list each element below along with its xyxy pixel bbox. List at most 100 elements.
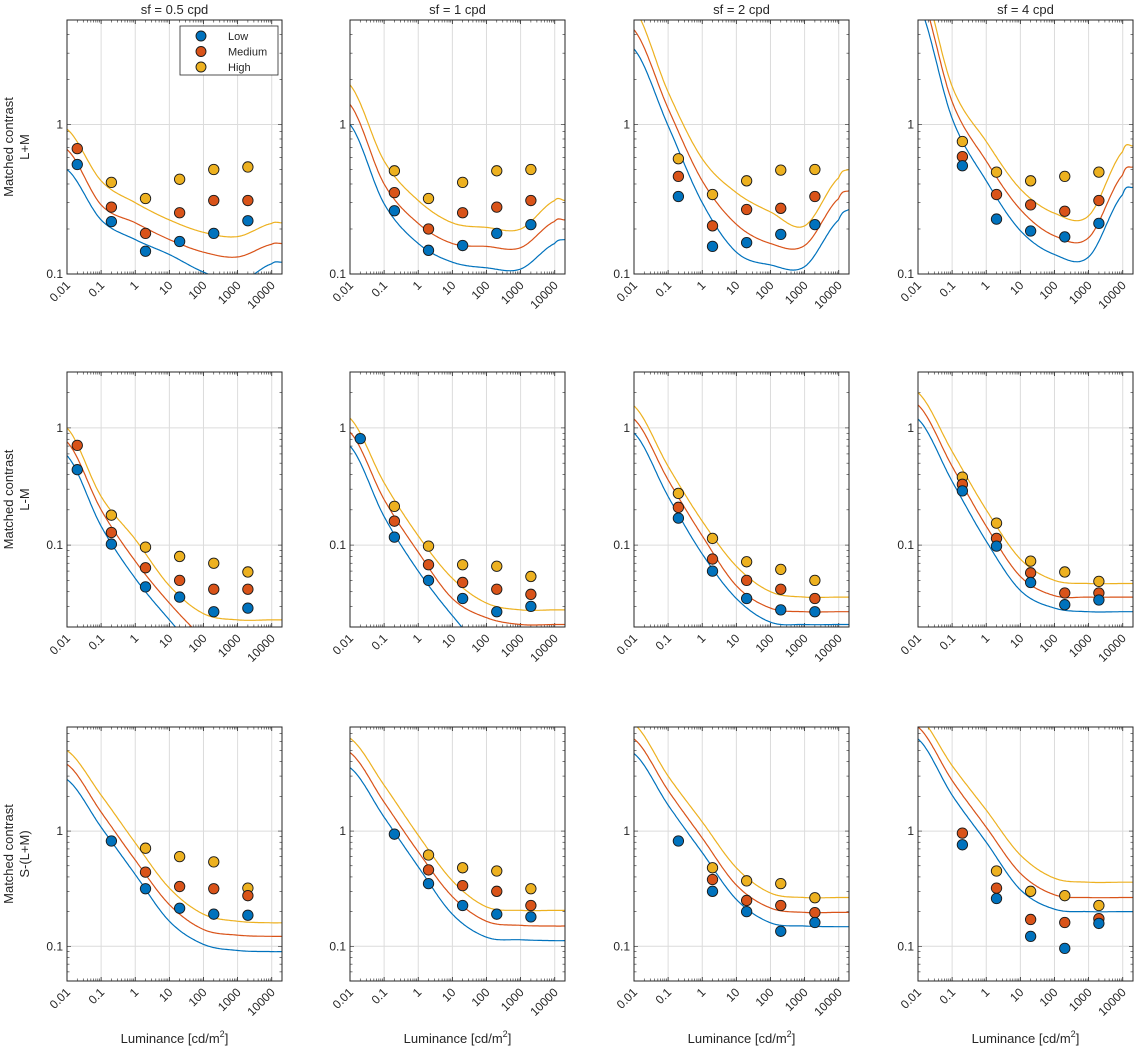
point-medium [139, 866, 152, 878]
y-axis-label-line1: Matched contrast [1, 97, 16, 197]
panel-title: sf = 0.5 cpd [141, 2, 209, 17]
point-medium [672, 170, 685, 182]
point-high [740, 175, 753, 187]
x-tick-label: 0.1 [653, 631, 675, 653]
legend-label-medium: Medium [228, 47, 267, 59]
point-high [706, 188, 719, 201]
axes-box [349, 19, 566, 275]
point-high [1024, 555, 1037, 567]
point-medium [456, 880, 469, 892]
x-tick-label: 0.1 [86, 278, 108, 300]
point-low [956, 839, 969, 851]
panel-title: sf = 1 cpd [429, 2, 486, 17]
point-high [1093, 166, 1105, 178]
x-tick-label: 10 [439, 278, 459, 298]
fit-curves [67, 427, 282, 627]
fit-curve-low [67, 779, 282, 953]
x-tick-label: 10000 [1095, 631, 1129, 665]
fit-curve-low [918, 418, 1133, 613]
fit-curve-high [67, 750, 282, 924]
data-points [71, 142, 254, 257]
fit-curve-low [924, 20, 1133, 263]
data-points [956, 827, 1105, 955]
point-low [956, 160, 969, 172]
axes-box [633, 726, 850, 982]
x-tick-label: 1000 [782, 985, 811, 1014]
point-low [672, 512, 685, 524]
point-medium [456, 207, 469, 219]
x-axis-label: Luminance [cd/m2] [404, 1029, 512, 1046]
fit-curve-low [634, 48, 849, 271]
x-tick-label: 0.01 [614, 631, 641, 658]
x-tick-label: 1000 [498, 631, 527, 660]
x-tick-label: 1 [694, 985, 709, 1000]
point-high [1059, 170, 1071, 182]
point-medium [491, 201, 503, 213]
x-tick-label: 10 [1007, 631, 1027, 651]
point-low [422, 244, 435, 256]
point-high [1059, 566, 1071, 578]
point-low [1059, 231, 1071, 243]
y-tick-label: 0.1 [897, 267, 914, 281]
point-low [105, 835, 118, 847]
point-medium [242, 194, 254, 207]
point-high [173, 850, 186, 863]
x-tick-label: 100 [1037, 985, 1061, 1009]
x-tick-label: 0.01 [898, 278, 925, 305]
x-tick-label: 1 [127, 631, 142, 646]
x-tick-label: 100 [469, 985, 493, 1009]
legend: Low Medium High [179, 25, 279, 76]
panel-r2-c2: 0.01 0.1 1 10 100 1000 10000 0.1 1 [329, 371, 566, 665]
point-low [242, 909, 254, 921]
fit-curve-low [67, 169, 282, 274]
x-tick-label: 0.1 [937, 985, 959, 1007]
x-tick-label: 1 [978, 985, 993, 1000]
point-medium [491, 885, 503, 897]
x-tick-label: 0.01 [47, 631, 74, 658]
point-high [990, 166, 1003, 178]
point-low [456, 239, 469, 252]
point-high [525, 163, 537, 176]
point-low [775, 604, 787, 616]
x-tick-label: 10000 [244, 278, 278, 312]
x-tick-label: 0.01 [47, 985, 74, 1012]
point-medium [71, 439, 83, 451]
x-tick-label: 10 [1007, 278, 1027, 298]
point-low [139, 245, 152, 257]
y-tick-label: 1 [907, 117, 914, 131]
panel-r2-c1: 0.01 0.1 1 10 100 1000 10000 0.1 1 Matched contra… [1, 371, 283, 665]
point-medium [809, 592, 821, 605]
fit-curve-medium [350, 431, 565, 626]
point-low [354, 432, 366, 445]
y-tick-label: 1 [56, 117, 63, 131]
fit-curve-medium [634, 29, 849, 250]
x-tick-label: 0.01 [898, 985, 925, 1012]
x-tick-label: 1000 [215, 631, 244, 660]
point-low [139, 883, 152, 895]
x-tick-label: 1 [694, 278, 709, 293]
x-tick-label: 1000 [498, 278, 527, 307]
x-tick-label: 1 [410, 985, 425, 1000]
point-medium [525, 194, 537, 207]
point-low [672, 190, 685, 203]
fit-curve-medium [67, 441, 193, 627]
point-medium [706, 873, 719, 886]
x-tick-label: 1 [127, 278, 142, 293]
data-points [956, 471, 1105, 611]
point-high [1024, 885, 1037, 897]
point-high [775, 164, 787, 176]
point-medium [422, 223, 435, 235]
point-high [672, 153, 685, 165]
x-tick-label: 10000 [811, 985, 845, 1019]
point-high [1024, 175, 1037, 187]
point-low [990, 892, 1003, 905]
y-tick-label: 0.1 [897, 538, 914, 552]
x-tick-label: 1000 [215, 985, 244, 1014]
y-tick-label: 0.1 [613, 538, 630, 552]
x-tick-label: 0.1 [937, 278, 959, 300]
point-medium [242, 890, 254, 902]
fit-curve-high [640, 20, 849, 228]
point-high [956, 135, 969, 148]
axes-box [917, 726, 1134, 982]
